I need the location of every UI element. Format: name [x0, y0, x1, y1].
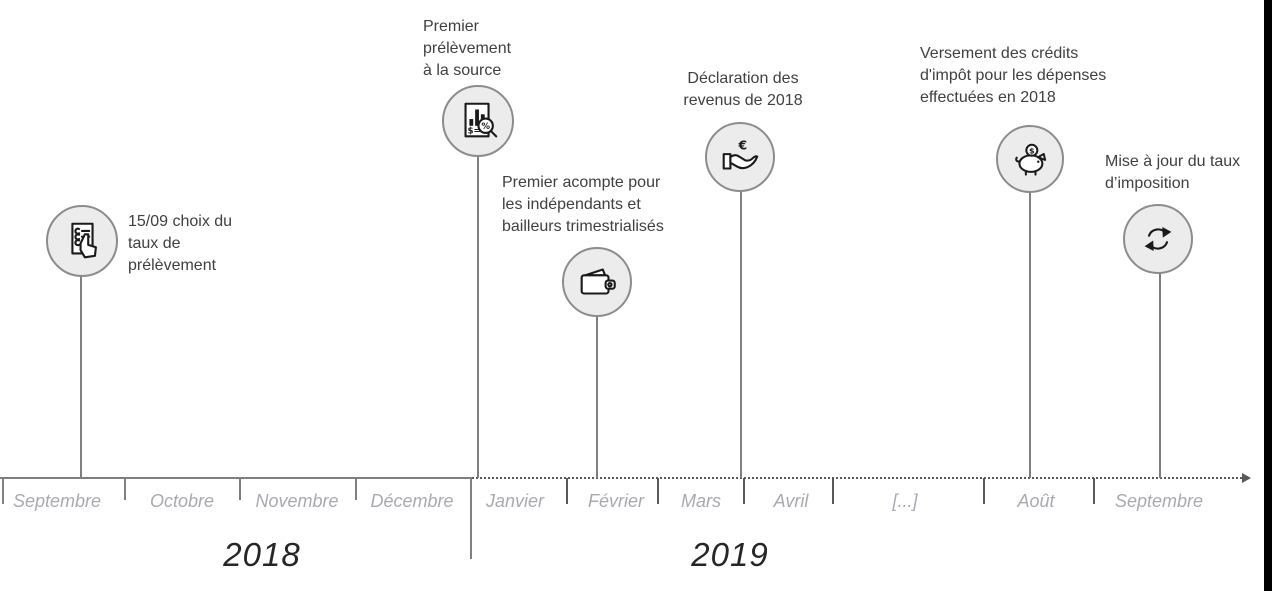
axis-line-2019-dotted	[472, 477, 1242, 479]
svg-text:$=: $=	[467, 126, 480, 136]
year-label-2019: 2019	[691, 536, 769, 573]
hand-euro-icon: €	[722, 137, 759, 170]
event-icon-circle	[46, 205, 118, 277]
piggy-bank-icon: $	[1015, 143, 1047, 176]
event-connector	[1159, 273, 1161, 478]
axis-tick	[239, 478, 241, 500]
tax-report-magnifier-icon: $= %	[464, 102, 498, 138]
axis-arrowhead	[1242, 473, 1251, 483]
month-label: Septembre	[1114, 491, 1204, 511]
month-label: Février	[587, 491, 645, 511]
axis-tick	[657, 478, 659, 504]
axis-tick	[124, 478, 126, 500]
month-label: Novembre	[255, 491, 339, 511]
axis-tick	[1093, 478, 1095, 504]
event-icon-circle: $	[996, 125, 1064, 193]
month-label: Septembre	[12, 491, 102, 511]
month-label: Décembre	[370, 491, 454, 511]
axis-tick	[566, 478, 568, 504]
event-label: Premier prélèvement à la source	[423, 18, 512, 79]
event-icon-circle	[1123, 204, 1193, 274]
event-connector	[740, 191, 742, 478]
axis-tick	[832, 478, 834, 504]
wallet-icon	[580, 268, 616, 295]
svg-text:€: €	[738, 137, 748, 152]
event-label: Déclaration des revenus de 2018	[683, 70, 803, 109]
event-label: Versement des crédits d'impôt pour les d…	[920, 45, 1107, 106]
checklist-hand-icon	[71, 222, 97, 259]
event-icon-circle: $= %	[442, 85, 514, 157]
month-label: [...]	[892, 491, 918, 511]
axis-tick	[355, 478, 357, 500]
month-label: Octobre	[149, 491, 215, 511]
svg-text:$: $	[1029, 145, 1035, 155]
month-label: Janvier	[485, 491, 545, 511]
month-label: Mars	[681, 491, 721, 511]
event-connector	[596, 316, 598, 478]
event-connector	[1029, 192, 1031, 478]
month-label: Août	[1017, 491, 1055, 511]
refresh-icon	[1144, 227, 1172, 251]
slide-right-edge	[1264, 0, 1272, 591]
axis-tick	[2, 478, 4, 504]
event-connector	[477, 156, 479, 478]
event-connector	[80, 276, 82, 478]
event-icon-circle	[562, 247, 632, 317]
year-divider-line	[470, 477, 472, 559]
event-label: Mise à jour du taux d’imposition	[1105, 153, 1241, 192]
svg-text:%: %	[481, 122, 490, 132]
month-label: Avril	[773, 491, 809, 511]
axis-line-2018	[0, 477, 471, 479]
year-label-2018: 2018	[223, 536, 301, 573]
event-icon-circle: €	[705, 122, 775, 192]
event-label: 15/09 choix du taux de prélèvement	[128, 213, 233, 274]
event-label: Premier acompte pour les indépendants et…	[502, 174, 664, 235]
axis-tick	[983, 478, 985, 504]
axis-tick	[743, 478, 745, 504]
